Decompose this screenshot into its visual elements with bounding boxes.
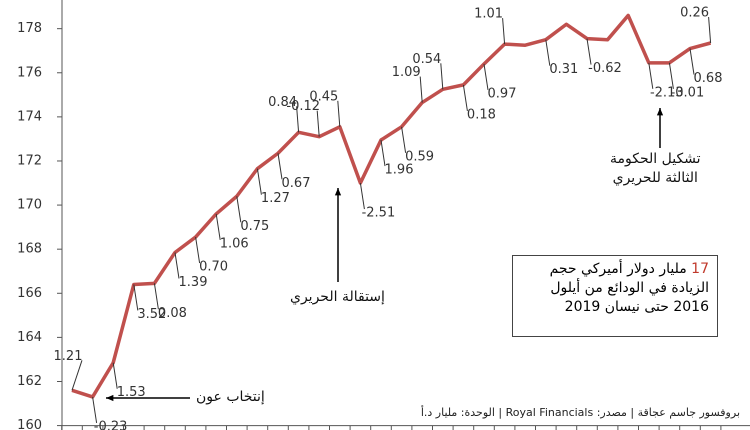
y-tick-label: 174 <box>17 109 42 124</box>
leader <box>215 213 221 240</box>
data-label: 0.18 <box>467 107 496 122</box>
data-label: 1.06 <box>220 236 249 251</box>
annotation: إنتخاب عون <box>196 389 265 405</box>
data-label: 0.97 <box>488 86 517 101</box>
leader <box>668 62 674 89</box>
annotation: تشكيل الحكومة الثالثة للحريري <box>610 151 701 186</box>
data-label: 1.01 <box>474 7 503 22</box>
box-line: 17 مليار دولار أميركي حجم <box>521 260 709 279</box>
source: بروفسور جاسم عجاقة | مصدر: Royal Financi… <box>420 406 740 419</box>
y-tick-label: 172 <box>17 153 42 168</box>
leader <box>483 63 489 91</box>
highlight: 17 <box>691 261 709 277</box>
data-label: -0.12 <box>286 99 320 114</box>
data-label: 0.26 <box>680 6 709 21</box>
y-tick-label: 168 <box>17 242 42 257</box>
arrow-head <box>334 188 342 196</box>
leader <box>359 182 365 210</box>
y-tick-label: 164 <box>17 330 42 345</box>
data-label: -0.62 <box>588 61 622 76</box>
y-tick-label: 166 <box>17 286 42 301</box>
leader <box>586 38 592 65</box>
leader <box>401 126 407 153</box>
leader <box>174 252 180 279</box>
leader <box>236 196 242 223</box>
leader <box>689 48 695 75</box>
leader <box>380 139 386 167</box>
data-label: 0.08 <box>158 306 187 321</box>
y-tick-label: 176 <box>17 65 42 80</box>
arrow-head <box>656 108 664 116</box>
y-tick-label: 162 <box>17 374 42 389</box>
leader <box>502 18 506 45</box>
data-label: 0.67 <box>282 176 311 191</box>
leader <box>545 39 551 66</box>
leader <box>708 16 712 44</box>
leader <box>256 168 262 195</box>
data-label: -2.51 <box>362 206 396 221</box>
data-label: 3.52 <box>137 307 166 322</box>
leader <box>153 283 159 310</box>
data-label: 0.59 <box>405 149 434 164</box>
data-label: 0.75 <box>240 219 269 234</box>
data-label: 0.70 <box>199 260 228 275</box>
info-box: 17 مليار دولار أميركي حجم الزيادة في الو… <box>512 255 718 337</box>
data-label: 0.84 <box>268 95 297 110</box>
line <box>71 13 712 399</box>
arrow-head <box>106 394 114 402</box>
leader <box>440 63 444 90</box>
box-line: 2016 حتى نيسان 2019 <box>564 299 709 315</box>
data-label: 0.45 <box>309 89 338 104</box>
annotation: إستقالة الحريري <box>290 289 385 305</box>
leader <box>195 236 201 264</box>
data-label: -0.23 <box>94 419 128 430</box>
leader <box>419 76 423 103</box>
data-label: 0.68 <box>694 71 723 86</box>
data-label: -0.01 <box>671 85 705 100</box>
leader <box>92 396 98 423</box>
data-label: 1.96 <box>385 163 414 178</box>
data-label: 1.27 <box>261 191 290 206</box>
leader <box>462 84 468 111</box>
leader <box>337 100 341 127</box>
box-line: الزيادة في الودائع من أيلول <box>550 280 709 296</box>
leader <box>71 360 83 391</box>
leader <box>316 110 320 137</box>
box-text: مليار دولار أميركي حجم <box>549 261 687 277</box>
y-tick-label: 170 <box>17 198 42 213</box>
data-label: 1.21 <box>54 349 83 364</box>
leader <box>296 106 300 133</box>
y-tick-label: 160 <box>17 418 42 430</box>
data-label: 1.09 <box>392 65 421 80</box>
data-label: 0.31 <box>549 62 578 77</box>
leader <box>133 284 139 311</box>
leader <box>277 153 283 180</box>
data-label: 0.54 <box>412 52 441 67</box>
leader <box>112 362 118 389</box>
data-label: 1.53 <box>117 385 146 400</box>
y-tick-label: 178 <box>17 21 42 36</box>
data-label: 1.39 <box>179 275 208 290</box>
leader <box>648 62 654 89</box>
data-label: -2.13 <box>650 85 684 100</box>
